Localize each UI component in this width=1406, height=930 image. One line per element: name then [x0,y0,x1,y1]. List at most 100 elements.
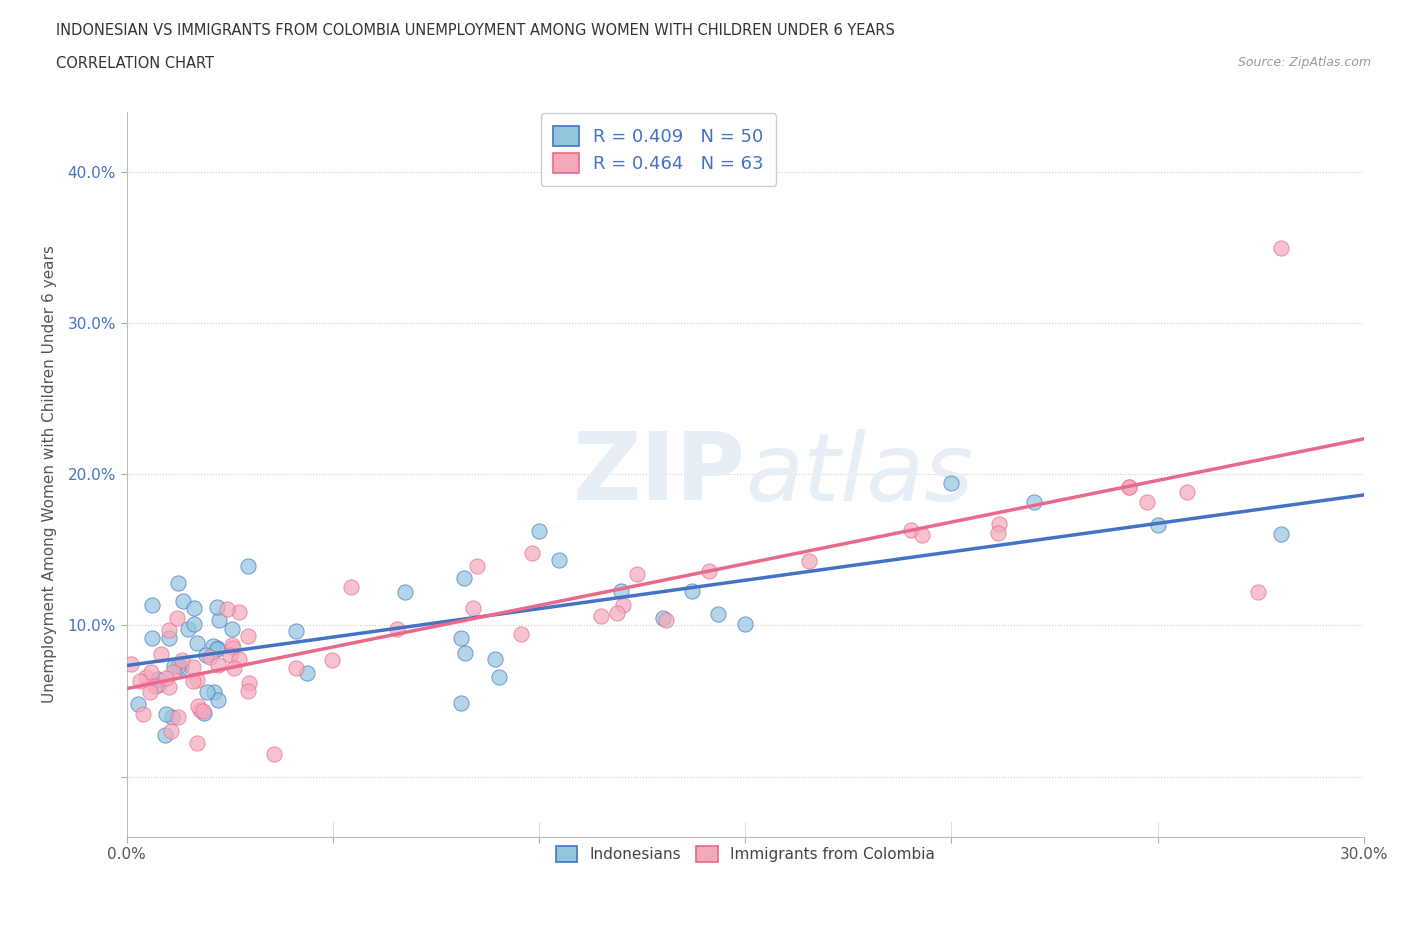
Point [548,552,571,567]
Point [606,605,628,620]
Point [166,576,188,591]
Point [799,553,821,568]
Point [187,698,209,713]
Point [1270,527,1292,542]
Point [911,528,934,543]
Point [527,524,550,538]
Point [510,626,533,641]
Point [198,650,221,665]
Text: ZIP: ZIP [572,429,745,520]
Point [139,664,162,679]
Point [157,680,180,695]
Point [207,693,229,708]
Point [488,670,510,684]
Point [263,747,285,762]
Point [153,727,176,742]
Point [155,671,177,685]
Text: CORRELATION CHART: CORRELATION CHART [56,56,214,71]
Point [224,660,246,675]
Point [183,601,205,616]
Point [734,617,756,631]
Point [145,678,167,693]
Point [654,613,676,628]
Point [454,646,477,661]
Point [941,475,963,490]
Text: Source: ZipAtlas.com: Source: ZipAtlas.com [1237,56,1371,69]
Point [1146,517,1168,532]
Point [170,659,193,674]
Point [162,664,184,679]
Point [236,558,259,573]
Point [181,673,204,688]
Point [207,642,229,657]
Point [195,684,218,699]
Point [172,593,194,608]
Point [186,635,208,650]
Point [146,671,169,686]
Point [181,659,204,674]
Point [1247,585,1270,600]
Point [321,653,343,668]
Point [340,580,363,595]
Point [222,641,245,656]
Point [610,584,633,599]
Point [284,623,307,638]
Point [201,639,224,654]
Point [612,597,634,612]
Point [238,684,260,698]
Point [186,673,208,688]
Point [900,523,922,538]
Point [120,657,142,671]
Point [157,631,180,645]
Point [453,571,475,586]
Point [520,546,543,561]
Point [699,564,721,578]
Point [238,629,260,644]
Point [465,559,488,574]
Point [183,617,205,631]
Text: INDONESIAN VS IMMIGRANTS FROM COLOMBIA UNEMPLOYMENT AMONG WOMEN WITH CHILDREN UN: INDONESIAN VS IMMIGRANTS FROM COLOMBIA U… [56,23,896,38]
Point [160,710,183,724]
Point [1118,480,1140,495]
Point [1136,494,1159,509]
Point [589,609,612,624]
Point [186,736,208,751]
Point [167,658,190,673]
Point [193,706,215,721]
Point [127,697,149,711]
Point [146,678,169,693]
Point [706,606,728,621]
Point [238,675,260,690]
Point [166,610,188,625]
Point [297,665,319,680]
Point [385,621,408,636]
Point [207,658,229,673]
Point [1270,240,1292,255]
Point [484,651,506,666]
Point [163,658,186,673]
Point [132,707,155,722]
Point [150,646,173,661]
Point [170,653,193,668]
Point [155,707,177,722]
Point [987,525,1010,540]
Point [221,621,243,636]
Point [217,602,239,617]
Legend: Indonesians, Immigrants from Colombia: Indonesians, Immigrants from Colombia [546,835,945,873]
Point [160,724,183,738]
Point [1118,480,1140,495]
Point [141,598,163,613]
Point [177,621,200,636]
Point [205,600,228,615]
Point [450,696,472,711]
Point [394,585,416,600]
Point [651,611,673,626]
Point [450,631,472,645]
Text: atlas: atlas [745,429,973,520]
Point [141,631,163,645]
Point [139,684,162,699]
Point [205,641,228,656]
Point [988,516,1011,531]
Point [1175,485,1198,499]
Point [191,704,214,719]
